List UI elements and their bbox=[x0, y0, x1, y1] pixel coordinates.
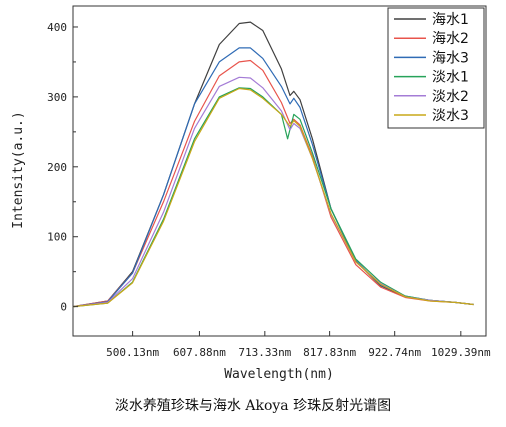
x-tick-label: 1029.39nm bbox=[431, 346, 491, 359]
x-tick-label: 713.33nm bbox=[238, 346, 291, 359]
y-axis-ticks: 0 100 200 300 400 bbox=[47, 21, 78, 314]
series-line-6 bbox=[72, 87, 474, 308]
legend-label: 淡水3 bbox=[432, 108, 469, 124]
x-tick-label: 500.13nm bbox=[106, 346, 159, 359]
x-tick-label: 607.88nm bbox=[173, 346, 226, 359]
legend-box bbox=[387, 7, 485, 129]
figure-caption: 淡水养殖珍珠与海水 Akoya 珍珠反射光谱图 bbox=[115, 397, 391, 414]
x-axis-title: Wavelength(nm) bbox=[224, 367, 334, 382]
y-axis-title: Intensity(a.u.) bbox=[11, 111, 26, 228]
legend-label: 海水2 bbox=[432, 31, 469, 47]
series-lines bbox=[72, 21, 474, 308]
legend: 海水1 海水2 海水3 淡水1 淡水2 淡水3 bbox=[387, 7, 485, 129]
x-tick-label: 817.83nm bbox=[303, 346, 356, 359]
y-tick-label: 0 bbox=[60, 301, 67, 314]
series-line-4 bbox=[72, 87, 474, 308]
series-line-2 bbox=[72, 59, 474, 308]
legend-label: 海水3 bbox=[432, 50, 469, 66]
y-tick-label: 200 bbox=[47, 161, 67, 174]
y-tick-label: 100 bbox=[47, 231, 67, 244]
legend-label: 淡水2 bbox=[432, 89, 469, 105]
x-axis-ticks: 500.13nm 607.88nm 713.33nm 817.83nm 922.74nm… bbox=[106, 331, 491, 359]
legend-label: 海水1 bbox=[432, 12, 469, 28]
legend-label: 淡水1 bbox=[432, 70, 469, 86]
y-tick-label: 300 bbox=[47, 91, 67, 104]
y-tick-label: 400 bbox=[47, 21, 67, 34]
x-tick-label: 922.74nm bbox=[368, 346, 421, 359]
